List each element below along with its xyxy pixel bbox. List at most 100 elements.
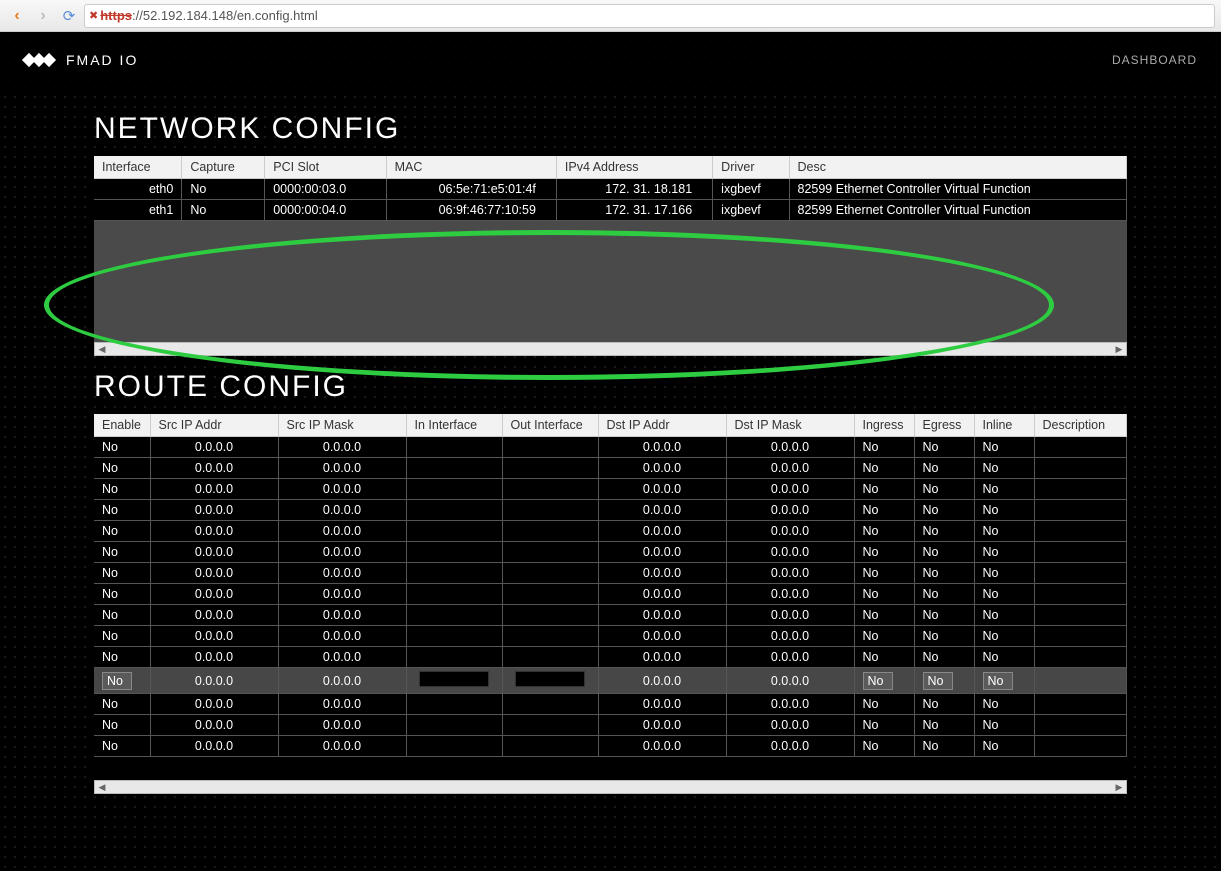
cell-egress[interactable]: No [914, 584, 974, 605]
cell-egress[interactable]: No [914, 605, 974, 626]
cell-egress[interactable]: No [914, 437, 974, 458]
cell-srcmask[interactable]: 0.0.0.0 [278, 542, 406, 563]
cell-dstmask[interactable]: 0.0.0.0 [726, 479, 854, 500]
cell-dstmask[interactable]: 0.0.0.0 [726, 647, 854, 668]
table-row[interactable]: eth1No0000:00:04.006:9f:46:77:10:59172. … [94, 200, 1127, 221]
brand-logo[interactable]: FMAD IO [24, 51, 138, 69]
cell-dstmask[interactable]: 0.0.0.0 [726, 437, 854, 458]
cell-dstmask[interactable]: 0.0.0.0 [726, 626, 854, 647]
cell-srcip[interactable]: 0.0.0.0 [150, 542, 278, 563]
cell-dstip[interactable]: 0.0.0.0 [598, 437, 726, 458]
cell-srcip[interactable]: 0.0.0.0 [150, 647, 278, 668]
cell-inif[interactable] [406, 736, 502, 757]
cell-dstmask[interactable]: 0.0.0.0 [726, 521, 854, 542]
cell-dstip[interactable]: 0.0.0.0 [598, 500, 726, 521]
cell-egress[interactable]: No [914, 479, 974, 500]
cell-srcmask[interactable]: 0.0.0.0 [278, 479, 406, 500]
table-row[interactable]: No0.0.0.00.0.0.00.0.0.00.0.0.0NoNoNo [94, 694, 1127, 715]
cell-inline[interactable]: No [974, 500, 1034, 521]
cell-dstip[interactable]: 0.0.0.0 [598, 626, 726, 647]
cell-enable[interactable]: No [94, 437, 150, 458]
table-row[interactable]: No0.0.0.00.0.0.00.0.0.00.0.0.0NoNoNo [94, 437, 1127, 458]
cell-srcmask[interactable]: 0.0.0.0 [278, 605, 406, 626]
horizontal-scrollbar[interactable]: ◀ ▶ [94, 342, 1127, 356]
cell-srcmask[interactable]: 0.0.0.0 [278, 736, 406, 757]
cell-inline[interactable]: No [974, 605, 1034, 626]
cell-inline[interactable]: No [974, 563, 1034, 584]
cell-inif[interactable] [406, 521, 502, 542]
cell-outif[interactable] [502, 437, 598, 458]
cell-egress[interactable]: No [914, 500, 974, 521]
cell-inline[interactable]: No [974, 542, 1034, 563]
cell-inif[interactable] [406, 626, 502, 647]
cell-srcip[interactable]: 0.0.0.0 [150, 715, 278, 736]
cell-inline[interactable]: No [974, 479, 1034, 500]
cell-inline[interactable]: No [974, 647, 1034, 668]
cell-desc[interactable] [1034, 605, 1127, 626]
cell-srcip[interactable]: 0.0.0.0 [150, 500, 278, 521]
cell-inline[interactable]: No [974, 668, 1034, 694]
cell-inif[interactable] [406, 605, 502, 626]
cell-srcip[interactable]: 0.0.0.0 [150, 584, 278, 605]
cell-egress[interactable]: No [914, 715, 974, 736]
cell-outif[interactable] [502, 500, 598, 521]
cell-inif[interactable] [406, 500, 502, 521]
cell-dstmask[interactable]: 0.0.0.0 [726, 542, 854, 563]
cell-inline[interactable]: No [974, 437, 1034, 458]
cell-enable[interactable]: No [94, 500, 150, 521]
cell-ingress[interactable]: No [854, 584, 914, 605]
cell-inif[interactable] [406, 694, 502, 715]
cell-srcmask[interactable]: 0.0.0.0 [278, 584, 406, 605]
cell-capture[interactable]: No [182, 179, 265, 200]
cell-dstip[interactable]: 0.0.0.0 [598, 458, 726, 479]
cell-inline[interactable]: No [974, 736, 1034, 757]
cell-egress[interactable]: No [914, 521, 974, 542]
cell-dstip[interactable]: 0.0.0.0 [598, 647, 726, 668]
cell-ingress[interactable]: No [854, 542, 914, 563]
cell-outif[interactable] [502, 605, 598, 626]
cell-egress[interactable]: No [914, 542, 974, 563]
cell-desc[interactable] [1034, 479, 1127, 500]
cell-ingress[interactable]: No [854, 437, 914, 458]
cell-ingress[interactable]: No [854, 521, 914, 542]
route-scroll[interactable]: EnableSrc IP AddrSrc IP MaskIn Interface… [94, 414, 1127, 780]
cell-enable[interactable]: No [94, 479, 150, 500]
cell-srcmask[interactable]: 0.0.0.0 [278, 500, 406, 521]
cell-desc[interactable] [1034, 647, 1127, 668]
cell-egress[interactable]: No [914, 563, 974, 584]
table-row[interactable]: No0.0.0.00.0.0.00.0.0.00.0.0.0NoNoNo [94, 715, 1127, 736]
cell-ingress[interactable]: No [854, 715, 914, 736]
cell-outif[interactable] [502, 458, 598, 479]
cell-dstip[interactable]: 0.0.0.0 [598, 521, 726, 542]
horizontal-scrollbar[interactable]: ◀ ▶ [94, 780, 1127, 794]
cell-dstip[interactable]: 0.0.0.0 [598, 542, 726, 563]
back-button[interactable]: ‹ [6, 5, 28, 27]
cell-outif[interactable] [502, 521, 598, 542]
reload-button[interactable]: ⟳ [58, 5, 80, 27]
cell-egress[interactable]: No [914, 736, 974, 757]
cell-inline[interactable]: No [974, 694, 1034, 715]
cell-dstmask[interactable]: 0.0.0.0 [726, 668, 854, 694]
cell-egress[interactable]: No [914, 694, 974, 715]
cell-dstmask[interactable]: 0.0.0.0 [726, 458, 854, 479]
cell-outif[interactable] [502, 647, 598, 668]
cell-enable[interactable]: No [94, 458, 150, 479]
cell-dstip[interactable]: 0.0.0.0 [598, 479, 726, 500]
cell-enable[interactable]: No [94, 584, 150, 605]
cell-outif[interactable] [502, 715, 598, 736]
cell-ingress[interactable]: No [854, 500, 914, 521]
cell-dstip[interactable]: 0.0.0.0 [598, 715, 726, 736]
table-row[interactable]: No0.0.0.00.0.0.00.0.0.00.0.0.0NoNoNo [94, 605, 1127, 626]
cell-inif[interactable] [406, 479, 502, 500]
cell-dstip[interactable]: 0.0.0.0 [598, 605, 726, 626]
cell-enable[interactable]: No [94, 521, 150, 542]
cell-inif[interactable] [406, 715, 502, 736]
cell-desc[interactable] [1034, 668, 1127, 694]
cell-enable[interactable]: No [94, 542, 150, 563]
cell-ingress[interactable]: No [854, 736, 914, 757]
cell-enable[interactable]: No [94, 715, 150, 736]
cell-srcip[interactable]: 0.0.0.0 [150, 605, 278, 626]
cell-srcip[interactable]: 0.0.0.0 [150, 563, 278, 584]
cell-srcmask[interactable]: 0.0.0.0 [278, 437, 406, 458]
cell-dstmask[interactable]: 0.0.0.0 [726, 563, 854, 584]
